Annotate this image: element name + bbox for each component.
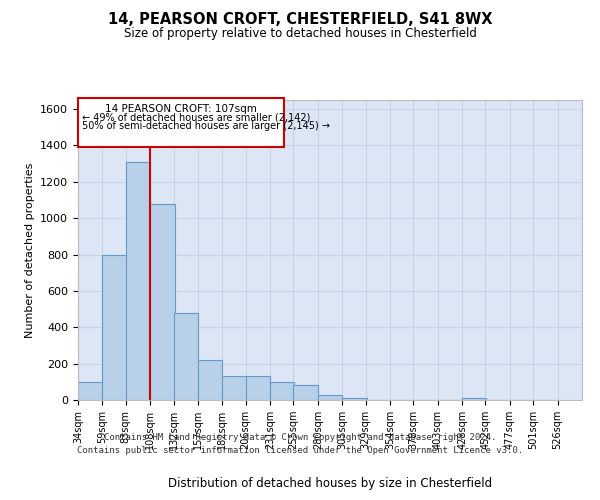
Bar xyxy=(318,394,342,400)
Text: Contains HM Land Registry data © Crown copyright and database right 2024.
Contai: Contains HM Land Registry data © Crown c… xyxy=(77,434,523,455)
Text: Size of property relative to detached houses in Chesterfield: Size of property relative to detached ho… xyxy=(124,28,476,40)
Text: 14, PEARSON CROFT, CHESTERFIELD, S41 8WX: 14, PEARSON CROFT, CHESTERFIELD, S41 8WX xyxy=(108,12,492,28)
Bar xyxy=(198,360,222,400)
Bar xyxy=(293,386,318,400)
Text: Distribution of detached houses by size in Chesterfield: Distribution of detached houses by size … xyxy=(168,477,492,490)
Bar xyxy=(103,254,127,400)
Text: 50% of semi-detached houses are larger (2,145) →: 50% of semi-detached houses are larger (… xyxy=(82,121,330,131)
Bar xyxy=(245,376,270,400)
Bar xyxy=(126,162,150,400)
Bar xyxy=(78,382,103,400)
Bar xyxy=(270,382,295,400)
Y-axis label: Number of detached properties: Number of detached properties xyxy=(25,162,35,338)
Bar xyxy=(462,398,487,400)
FancyBboxPatch shape xyxy=(78,98,284,148)
Text: ← 49% of detached houses are smaller (2,142): ← 49% of detached houses are smaller (2,… xyxy=(82,112,310,122)
Bar xyxy=(342,398,367,400)
Bar xyxy=(150,204,175,400)
Bar xyxy=(173,312,198,400)
Text: 14 PEARSON CROFT: 107sqm: 14 PEARSON CROFT: 107sqm xyxy=(105,104,257,114)
Bar xyxy=(222,376,247,400)
